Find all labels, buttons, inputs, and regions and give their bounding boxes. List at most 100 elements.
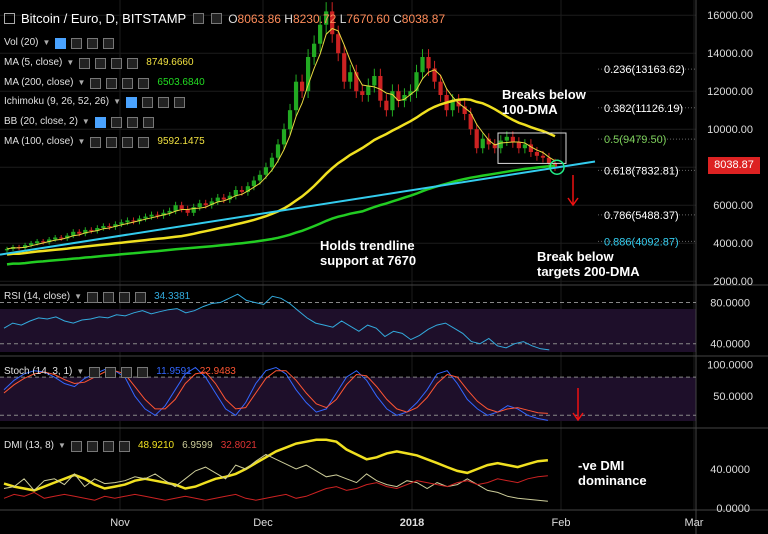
visibility-icon[interactable] [79,57,91,69]
chevron-down-icon[interactable]: ▼ [66,58,75,67]
settings-icon[interactable] [95,57,107,69]
legend-name: Vol (20) [4,37,39,48]
visibility-icon[interactable] [89,366,101,378]
candle-body [534,152,540,156]
dmi-tick-label: 0.0000 [716,503,750,515]
settings-icon[interactable] [110,116,122,128]
dmi-line-minus-DI [3,475,548,501]
close-icon[interactable] [103,37,115,49]
close-icon[interactable] [137,366,149,378]
visibility-icon[interactable] [90,77,102,89]
close-icon[interactable] [138,77,150,89]
candle-body [239,190,244,192]
add-icon[interactable] [157,96,169,108]
add-icon[interactable] [121,366,133,378]
candle-body [125,220,130,223]
close-icon[interactable] [118,440,130,452]
chevron-down-icon[interactable]: ▼ [81,117,90,126]
legend-stoch[interactable]: Stoch (14, 3, 1) ▼ 11.9591 22.9483 [4,366,236,378]
rsi-band [0,309,696,352]
visibility-icon[interactable] [70,440,82,452]
chevron-down-icon[interactable]: ▼ [76,367,85,376]
legend-bb[interactable]: BB (20, close, 2) ▼ [4,116,154,128]
candle-body [486,138,491,145]
add-icon[interactable] [126,116,138,128]
legend-name: DMI (13, 8) [4,440,55,451]
collapse-icon[interactable] [4,13,15,24]
candle-body [47,239,52,243]
close-icon[interactable] [135,291,147,303]
legend-ma200[interactable]: MA (200, close) ▼ 6503.6840 [4,77,205,89]
chevron-down-icon[interactable]: ▼ [113,97,121,106]
candle-body [510,136,515,143]
candle-body [221,197,226,200]
candle-body [65,235,70,239]
chevron-down-icon[interactable]: ▼ [77,137,86,146]
stoch-band [0,377,696,421]
dmi-line-plusminus-DI [3,453,548,502]
legend-value: 48.9210 [137,440,175,451]
settings-icon[interactable] [193,13,205,24]
settings-icon[interactable] [103,291,115,303]
add-icon[interactable] [122,136,134,148]
legend-ma5[interactable]: MA (5, close) ▼ 8749.6660 [4,57,194,69]
chevron-down-icon[interactable]: ▼ [74,292,83,301]
visibility-icon[interactable] [125,96,137,108]
candle-body [101,226,106,228]
close-icon[interactable] [142,116,154,128]
dmi-line-ADX [3,438,549,492]
legend-rsi[interactable]: RSI (14, close) ▼ 34.3381 [4,291,190,303]
candle-body [366,85,371,95]
lock-icon[interactable] [211,13,223,24]
settings-icon[interactable] [141,96,153,108]
legend-ma100[interactable]: MA (100, close) ▼ 9592.1475 [4,136,205,148]
legend-value: 34.3381 [154,291,191,302]
chevron-down-icon[interactable]: ▼ [58,441,66,450]
legend-dmi[interactable]: DMI (13, 8) ▼ 48.9210 6.9599 32.8021 [4,440,257,452]
visibility-icon[interactable] [55,37,67,49]
close-icon[interactable] [138,136,150,148]
add-icon[interactable] [119,291,131,303]
add-icon[interactable] [102,440,114,452]
chevron-down-icon[interactable]: ▼ [42,38,51,47]
settings-icon[interactable] [106,77,118,89]
fib-label: 0.618(7832.81) [604,165,679,177]
candle-body [528,144,534,152]
candle-body [173,205,178,211]
candle-body [438,81,443,95]
y-tick-label: 4000.00 [713,238,753,250]
legend-ichimoku[interactable]: Ichimoku (9, 26, 52, 26) ▼ [4,96,185,108]
settings-icon[interactable] [71,37,83,49]
visibility-icon[interactable] [87,291,99,303]
add-icon[interactable] [87,37,99,49]
annotation-break-targets: Break below targets 200-DMA [537,249,640,279]
candle-body [498,140,503,149]
annotation-marks [567,175,584,422]
settings-icon[interactable] [86,440,98,452]
candle-body [119,222,124,225]
candle-body [215,197,220,202]
candle-body [516,142,521,149]
dmi-tick-label: 40.0000 [710,464,750,476]
visibility-icon[interactable] [90,136,102,148]
settings-icon[interactable] [106,136,118,148]
y-tick-label: 10000.00 [707,124,753,136]
candle-body [287,110,293,130]
legend-vol[interactable]: Vol (20) ▼ [4,37,115,49]
add-icon[interactable] [122,77,134,89]
close-icon[interactable] [173,96,185,108]
fib-levels: 0.236(13163.62) 0.382(11126.19) 0.5(9479.5… [598,64,696,248]
visibility-icon[interactable] [94,116,106,128]
chevron-down-icon[interactable]: ▼ [77,78,86,87]
candle-body [59,237,64,239]
candle-body [492,144,497,149]
candle-body [372,76,377,86]
add-icon[interactable] [111,57,123,69]
fib-label: 0.236(13163.62) [604,64,685,76]
settings-icon[interactable] [105,366,117,378]
candle-body [420,57,425,73]
support-circle [549,159,565,175]
close-icon[interactable] [127,57,139,69]
candle-body [546,157,552,164]
candle-body [28,243,34,246]
